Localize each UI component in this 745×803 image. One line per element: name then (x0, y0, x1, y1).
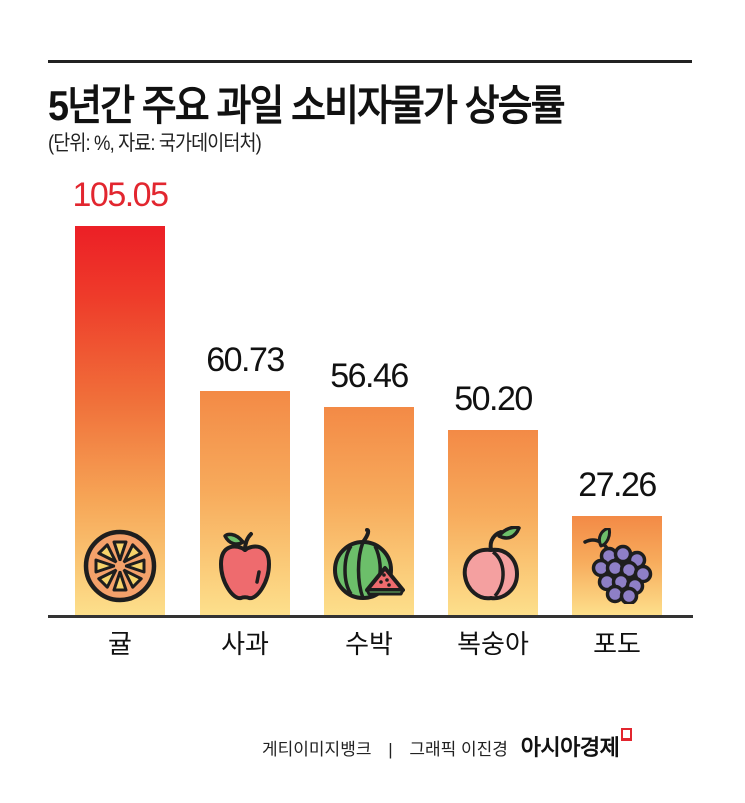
graphic-credit: 그래픽 이진경 (409, 740, 508, 759)
apple-icon (219, 532, 271, 601)
bar-value-label: 56.46 (330, 357, 409, 395)
category-label: 귤 (108, 629, 132, 659)
brand-logo-text: 아시아경제 (520, 735, 620, 760)
category-label: 포도 (593, 629, 641, 659)
grapes-icon (583, 528, 653, 604)
chart-subtitle: (단위: %, 자료: 국가데이터처) (48, 132, 262, 155)
peach-icon (462, 526, 521, 601)
credits-footer: 게티이미지뱅크 | 그래픽 이진경 아시아경제 (262, 728, 633, 762)
bar-value-label: 50.20 (454, 380, 533, 418)
category-label: 사과 (221, 629, 269, 659)
bar-value-label: 27.26 (578, 466, 657, 504)
credit-separator: | (388, 740, 393, 759)
category-label: 복숭아 (457, 629, 529, 659)
bar-value-label: 60.73 (206, 341, 285, 379)
tangerine-slice-icon (83, 529, 157, 603)
x-axis-line (48, 615, 693, 618)
chart-title: 5년간 주요 과일 소비자물가 상승률 (48, 82, 566, 129)
top-rule (48, 60, 692, 63)
watermelon-icon (333, 528, 405, 600)
brand-mark-icon (621, 728, 633, 741)
category-label: 수박 (345, 629, 393, 659)
photo-credit: 게티이미지뱅크 (262, 740, 372, 759)
bar-value-label: 105.05 (72, 176, 170, 214)
